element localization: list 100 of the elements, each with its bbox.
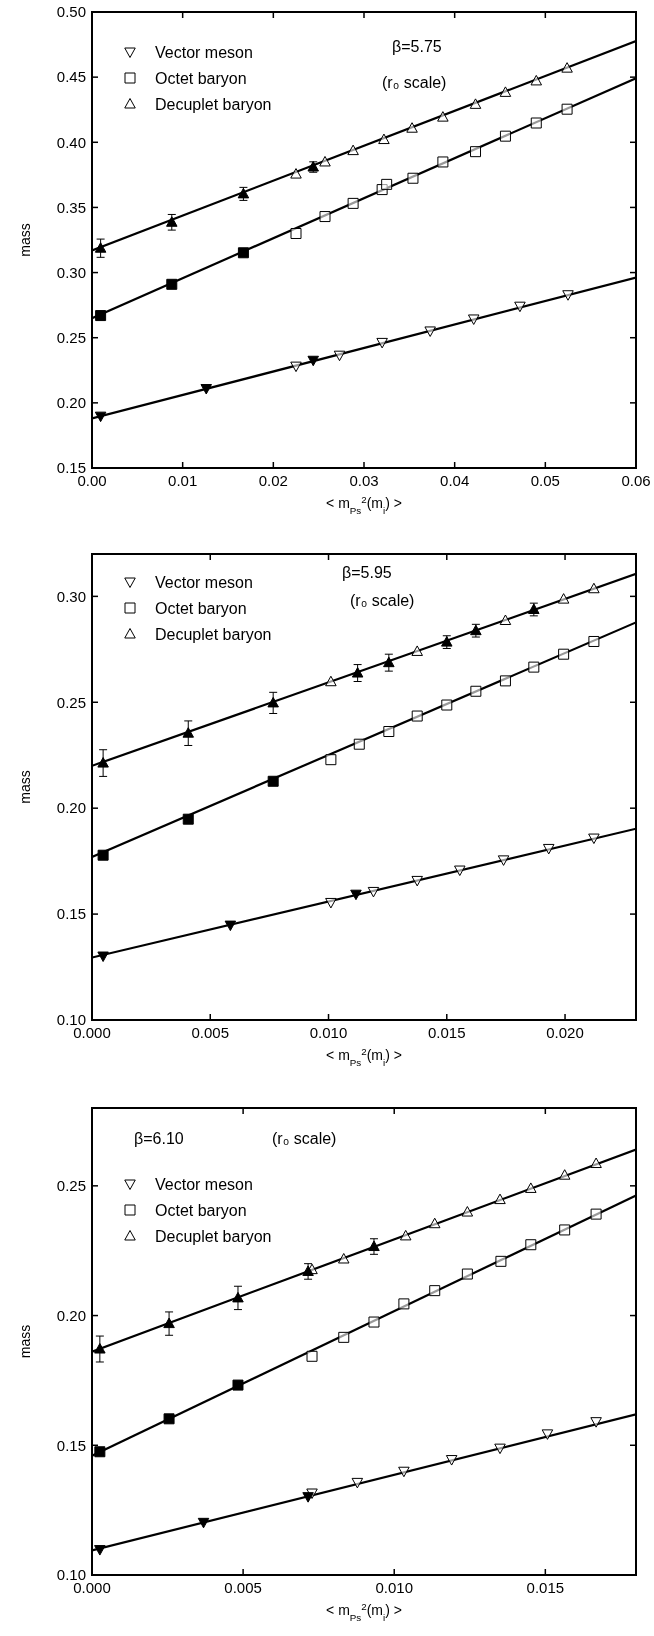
point xyxy=(378,133,390,145)
y-tick-label: 0.25 xyxy=(56,1177,86,1195)
point xyxy=(367,886,380,898)
point xyxy=(97,757,109,768)
point xyxy=(494,1193,506,1205)
point xyxy=(494,1443,506,1455)
point xyxy=(94,1545,106,1556)
y-tick-label: 0.45 xyxy=(56,68,86,86)
x-tick-label: 0.015 xyxy=(428,1024,466,1041)
y-tick-label: 0.30 xyxy=(56,587,86,605)
point xyxy=(411,645,423,656)
point xyxy=(497,855,510,866)
y-tick-label: 0.20 xyxy=(56,1306,86,1324)
point xyxy=(398,1298,410,1310)
point xyxy=(95,310,107,322)
point xyxy=(461,1206,474,1217)
point xyxy=(411,875,423,887)
point xyxy=(290,168,302,179)
point xyxy=(200,384,212,395)
point xyxy=(590,1157,602,1169)
point xyxy=(166,278,178,290)
point xyxy=(530,74,543,86)
y-tick-label: 0.30 xyxy=(56,263,86,281)
point xyxy=(306,1350,318,1362)
x-tick-label: 0.005 xyxy=(191,1024,230,1041)
point xyxy=(383,726,395,737)
legend-label: Decuplet baryon xyxy=(155,1227,272,1245)
point xyxy=(97,849,109,861)
point xyxy=(376,337,388,349)
point xyxy=(467,314,480,325)
legend-label: Vector meson xyxy=(155,573,253,591)
point xyxy=(530,117,542,129)
point xyxy=(499,675,511,687)
x-tick-label: 0.03 xyxy=(349,472,379,489)
point xyxy=(588,833,600,845)
point xyxy=(561,62,573,73)
y-axis-title: mass xyxy=(17,223,33,257)
point xyxy=(399,1229,412,1241)
point xyxy=(588,635,600,647)
x-tick-label: 0.04 xyxy=(440,472,470,489)
point xyxy=(588,582,600,594)
point xyxy=(542,843,555,855)
point xyxy=(429,1285,441,1297)
x-axis-title: < m$_{Ps}$$^{2}$(m$_{i}$) > xyxy=(326,493,402,516)
point xyxy=(525,1182,537,1193)
point xyxy=(383,656,395,668)
point xyxy=(325,675,337,687)
point xyxy=(319,155,331,167)
x-tick-label: 0.05 xyxy=(530,472,560,489)
point xyxy=(319,211,331,223)
point xyxy=(267,696,279,708)
point xyxy=(499,130,511,142)
point xyxy=(561,103,573,115)
point xyxy=(97,951,109,963)
point xyxy=(441,699,453,711)
point xyxy=(368,1316,380,1328)
annotation: (r₀ scale) xyxy=(382,74,447,91)
y-tick-label: 0.25 xyxy=(56,693,86,711)
x-tick-label: 0.010 xyxy=(309,1024,348,1041)
point xyxy=(428,1217,441,1229)
y-tick-label: 0.20 xyxy=(56,394,86,412)
x-tick-label: 0.01 xyxy=(168,472,198,489)
x-tick-label: 0.015 xyxy=(526,1579,565,1596)
point xyxy=(302,1265,314,1276)
y-tick-label: 0.25 xyxy=(56,328,86,346)
legend-label: Decuplet baryon xyxy=(155,625,272,643)
annotation: (r₀ scale) xyxy=(272,1130,337,1147)
legend-label: Vector meson xyxy=(155,43,253,61)
point xyxy=(182,727,195,738)
y-tick-label: 0.15 xyxy=(56,905,86,923)
point xyxy=(347,144,359,156)
y-tick-label: 0.50 xyxy=(56,3,86,21)
point xyxy=(325,754,337,766)
point xyxy=(290,227,302,239)
point xyxy=(558,1169,571,1180)
point xyxy=(559,1224,571,1236)
point xyxy=(290,361,302,373)
point xyxy=(163,1413,175,1425)
x-axis-title: < m$_{Ps}$$^{2}$(m$_{i}$) > xyxy=(326,1045,402,1068)
point xyxy=(470,146,482,158)
point xyxy=(407,172,419,184)
point xyxy=(424,326,436,337)
point xyxy=(325,897,337,909)
annotation: β=5.95 xyxy=(342,564,392,581)
point xyxy=(232,1291,244,1303)
point xyxy=(353,738,365,750)
point xyxy=(437,156,449,168)
point xyxy=(347,197,359,209)
point xyxy=(398,1466,410,1478)
point xyxy=(470,685,482,697)
point xyxy=(166,216,178,227)
point xyxy=(514,301,526,313)
point xyxy=(351,667,364,678)
point xyxy=(232,1379,244,1391)
point xyxy=(94,242,107,253)
point xyxy=(590,1208,602,1220)
x-tick-label: 0.010 xyxy=(375,1579,413,1596)
point xyxy=(338,1331,350,1343)
point xyxy=(351,1477,364,1489)
x-axis-title: < m$_{Ps}$$^{2}$(m$_{i}$) > xyxy=(326,1600,402,1623)
